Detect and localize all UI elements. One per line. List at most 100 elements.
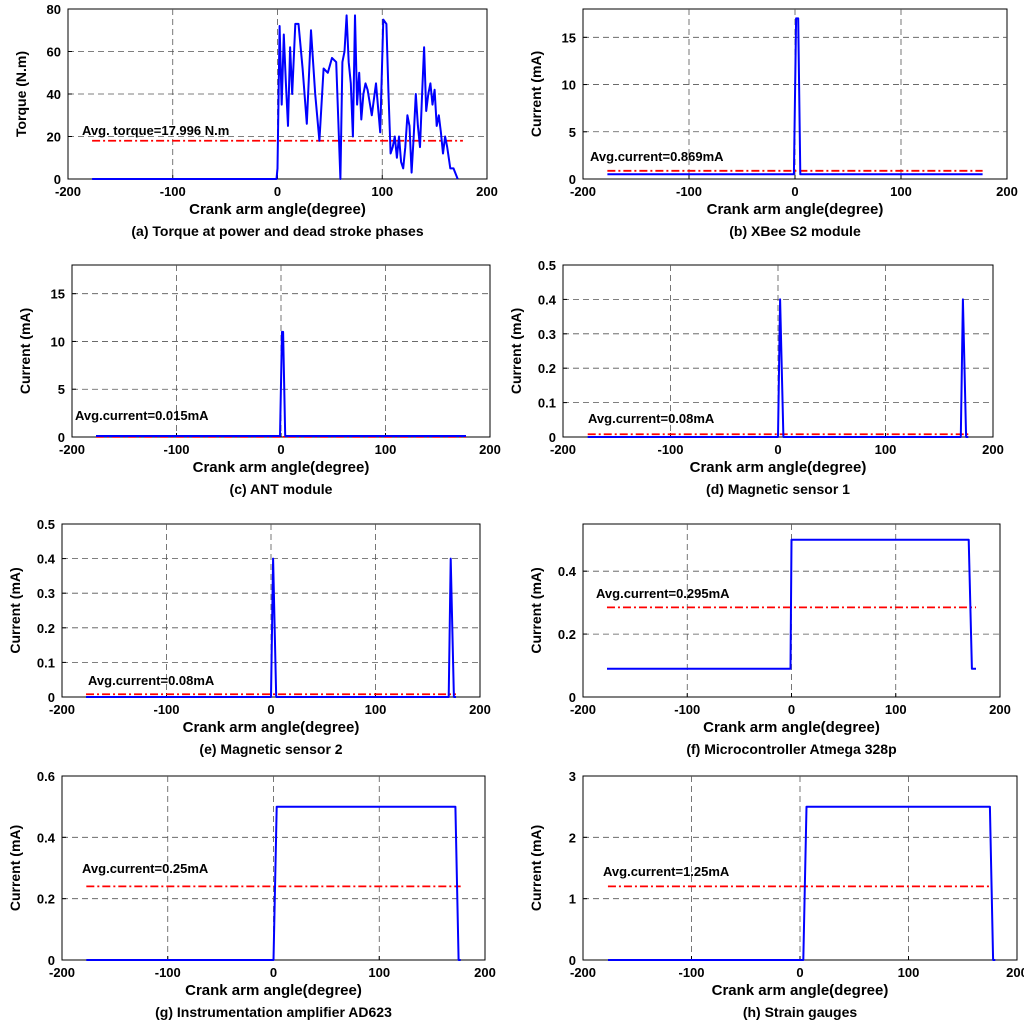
y-tick-label: 0.5	[37, 517, 55, 532]
x-tick-label: -200	[550, 442, 576, 457]
x-tick-label: 0	[796, 965, 803, 980]
y-tick-label: 20	[47, 130, 61, 145]
x-tick-label: 100	[368, 965, 390, 980]
x-tick-label: 100	[885, 702, 907, 717]
y-axis-label: Torque (N.m)	[13, 51, 29, 137]
avg-annotation: Avg. torque=17.996 N.m	[82, 123, 229, 138]
x-tick-label: -200	[55, 184, 81, 199]
y-tick-label: 15	[51, 287, 65, 302]
x-tick-label: -200	[49, 702, 75, 717]
series-line	[86, 557, 456, 698]
series-line	[86, 805, 461, 961]
x-tick-label: 200	[989, 702, 1011, 717]
x-tick-label: 0	[791, 184, 798, 199]
x-tick-label: 200	[476, 184, 498, 199]
x-tick-label: -100	[674, 702, 700, 717]
y-tick-label: 15	[562, 30, 576, 45]
y-tick-label: 0.4	[37, 830, 56, 845]
x-axis-label: Crank arm angle(degree)	[189, 201, 366, 218]
x-tick-label: 0	[774, 442, 781, 457]
y-axis-label: Current (mA)	[17, 308, 33, 394]
x-axis-label: Crank arm angle(degree)	[703, 719, 880, 736]
x-tick-label: 200	[996, 184, 1018, 199]
chart-panel-c: -200 -100 0 100 200 0 5 10 15 Avg.current=0.015mA…	[17, 264, 501, 497]
x-axis-label: Crank arm angle(degree)	[183, 719, 360, 736]
x-axis-label: Crank arm angle(degree)	[707, 201, 884, 218]
x-tick-label: -200	[570, 965, 596, 980]
avg-annotation: Avg.current=0.869mA	[590, 149, 724, 164]
chart-panel-b: -200 -100 0 100 200 0 5 10 15 Avg.current=0.869mA…	[528, 8, 1018, 239]
x-tick-label: 100	[375, 442, 397, 457]
y-tick-label: 0	[58, 430, 65, 445]
x-tick-label: -100	[160, 184, 186, 199]
y-tick-label: 0.4	[538, 292, 557, 307]
series-line	[96, 330, 466, 437]
y-tick-label: 2	[569, 830, 576, 845]
y-tick-label: 0.6	[37, 769, 55, 784]
panel-caption: (d) Magnetic sensor 1	[706, 481, 850, 497]
x-tick-label: -100	[676, 184, 702, 199]
y-axis-label: Current (mA)	[7, 567, 23, 653]
x-tick-label: 100	[371, 184, 393, 199]
series-line	[587, 298, 969, 438]
y-tick-label: 0.2	[37, 621, 55, 636]
y-tick-label: 0	[48, 690, 55, 705]
y-axis-label: Current (mA)	[508, 308, 524, 394]
y-tick-label: 0.2	[37, 892, 55, 907]
x-tick-label: 200	[982, 442, 1004, 457]
panel-caption: (e) Magnetic sensor 2	[199, 741, 342, 757]
panel-caption: (b) XBee S2 module	[729, 223, 861, 239]
y-tick-label: 1	[569, 892, 576, 907]
chart-panel-d: -200 -100 0 100 200 0 0.1 0.2 0.3 0.4 0.5 Avg.curre…	[508, 258, 1004, 497]
y-tick-label: 0	[54, 172, 61, 187]
panel-caption: (a) Torque at power and dead stroke phas…	[131, 223, 423, 239]
y-axis-label: Current (mA)	[7, 825, 23, 911]
x-tick-label: 0	[277, 442, 284, 457]
x-tick-label: 100	[365, 702, 387, 717]
y-tick-label: 3	[569, 769, 576, 784]
y-tick-label: 0	[549, 430, 556, 445]
y-tick-label: 10	[562, 78, 576, 93]
y-tick-label: 10	[51, 334, 65, 349]
x-tick-label: 0	[270, 965, 277, 980]
y-tick-label: 0.2	[538, 361, 556, 376]
x-tick-label: -100	[163, 442, 189, 457]
x-axis-label: Crank arm angle(degree)	[690, 459, 867, 476]
x-tick-label: 100	[898, 965, 920, 980]
y-axis-label: Current (mA)	[528, 567, 544, 653]
y-tick-label: 0	[569, 172, 576, 187]
x-axis-label: Crank arm angle(degree)	[185, 982, 362, 999]
x-tick-label: -100	[657, 442, 683, 457]
y-tick-label: 0.2	[558, 627, 576, 642]
x-tick-label: -100	[153, 702, 179, 717]
x-tick-label: -100	[678, 965, 704, 980]
y-tick-label: 0	[48, 953, 55, 968]
x-tick-label: 0	[788, 702, 795, 717]
y-tick-label: 60	[47, 45, 61, 60]
chart-panel-h: -200 -100 0 100 200 0 1 2 3 Avg.current=1.25mA Cra…	[528, 769, 1024, 1020]
x-tick-label: -200	[570, 702, 596, 717]
x-tick-label: -200	[59, 442, 85, 457]
y-tick-label: 0.1	[538, 396, 556, 411]
panel-caption: (c) ANT module	[230, 481, 333, 497]
x-tick-label: 200	[474, 965, 496, 980]
chart-panel-e: -200 -100 0 100 200 0 0.1 0.2 0.3 0.4 0.5 Avg.curre…	[7, 517, 491, 757]
x-tick-label: 200	[469, 702, 491, 717]
x-tick-label: 200	[1006, 965, 1024, 980]
x-tick-label: 0	[274, 184, 281, 199]
x-tick-label: -200	[49, 965, 75, 980]
chart-panel-f: -200 -100 0 100 200 0 0.2 0.4 Avg.current=0.295m…	[528, 523, 1011, 757]
avg-annotation: Avg.current=0.08mA	[88, 673, 215, 688]
y-tick-label: 0.5	[538, 258, 556, 273]
y-tick-label: 0	[569, 690, 576, 705]
x-tick-label: 100	[875, 442, 897, 457]
series-line	[92, 14, 459, 180]
x-tick-label: -100	[155, 965, 181, 980]
panel-caption: (g) Instrumentation amplifier AD623	[155, 1004, 392, 1020]
y-tick-label: 40	[47, 87, 61, 102]
avg-annotation: Avg.current=0.295mA	[596, 586, 730, 601]
y-tick-label: 80	[47, 2, 61, 17]
y-tick-label: 5	[58, 382, 65, 397]
x-tick-label: 0	[267, 702, 274, 717]
